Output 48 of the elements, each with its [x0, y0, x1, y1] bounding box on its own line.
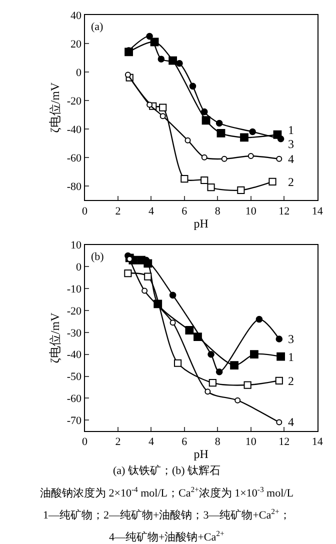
text: 油酸钠浓度为 2×10$^{-4}$ mol/L；Ca$^{2+}$浓度为 1×10$^{-3}$ mol/L [40, 485, 294, 500]
y-tick-label: -10 [66, 283, 82, 296]
x-tick-label: 8 [214, 436, 221, 448]
y-axis-title: ζ电位/mV [48, 312, 62, 364]
annotation: (b) [91, 251, 104, 263]
x-tick-label: 14 [312, 205, 324, 218]
x-tick-label: 12 [278, 205, 290, 218]
x-tick-label: 10 [245, 205, 257, 218]
series-label: 4 [288, 415, 294, 429]
x-tick-label: 6 [182, 205, 188, 218]
annotation: (a) [91, 21, 104, 33]
y-tick-label: -20 [66, 305, 82, 318]
text: 4—纯矿物+油酸钠+Ca$^{2+}$ [109, 529, 224, 544]
y-tick-label: 10 [70, 240, 82, 252]
series-label: 3 [288, 332, 294, 346]
x-axis-title: pH [194, 216, 209, 230]
y-tick-label: -60 [66, 393, 82, 406]
x-tick-label: 14 [312, 436, 324, 448]
series-label: 2 [288, 374, 294, 388]
x-tick-label: 12 [278, 436, 290, 448]
x-tick-label: 6 [182, 436, 188, 448]
x-axis-title: pH [194, 447, 209, 462]
series-label: 1 [288, 350, 294, 364]
series-label: 1 [288, 123, 294, 137]
y-tick-label: 0 [76, 66, 82, 79]
y-tick-label: -20 [66, 95, 82, 108]
y-tick-label: 20 [70, 38, 82, 50]
y-tick-label: -70 [66, 414, 82, 427]
y-tick-label: -40 [66, 349, 82, 362]
x-tick-label: 2 [115, 205, 121, 218]
text: (a) 钛铁矿；(b) 钛辉石 [113, 464, 221, 477]
x-tick-label: 10 [245, 436, 257, 448]
x-tick-label: 4 [148, 436, 154, 448]
y-tick-label: 40 [70, 10, 82, 22]
y-tick-label: -30 [66, 327, 82, 340]
series-label: 2 [288, 175, 294, 189]
x-tick-label: 2 [115, 436, 121, 448]
y-tick-label: -60 [66, 152, 82, 164]
y-tick-label: 0 [76, 262, 82, 274]
y-axis-title: ζ电位/mV [48, 82, 62, 133]
x-tick-label: 4 [148, 205, 154, 218]
series-label: 4 [288, 152, 294, 166]
y-tick-label: -80 [66, 180, 82, 193]
series-label: 3 [288, 137, 294, 151]
y-tick-label: -40 [66, 124, 82, 136]
text: 1—纯矿物；2—纯矿物+油酸钠；3—纯矿物+Ca$^{2+}$； [43, 507, 290, 522]
x-tick-label: 8 [214, 205, 221, 218]
y-tick-label: -50 [66, 371, 82, 384]
